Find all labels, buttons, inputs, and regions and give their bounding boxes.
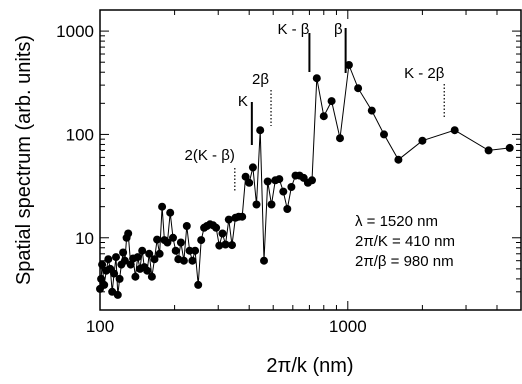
data-point bbox=[224, 215, 233, 224]
data-point bbox=[283, 205, 292, 213]
data-point bbox=[119, 248, 128, 257]
data-point bbox=[158, 202, 167, 211]
data-point bbox=[450, 126, 459, 135]
data-point bbox=[153, 235, 162, 244]
data-point bbox=[367, 106, 376, 115]
data-point bbox=[238, 212, 247, 221]
data-point bbox=[197, 236, 206, 245]
data-point bbox=[228, 241, 236, 250]
x-axis-ticks bbox=[99, 10, 522, 310]
data-point bbox=[252, 200, 261, 209]
data-point bbox=[319, 112, 328, 121]
parameter-line: 2π/K = 410 nm bbox=[355, 233, 455, 250]
data-point bbox=[245, 178, 254, 187]
x-tick-label: 100 bbox=[86, 317, 114, 336]
data-point bbox=[263, 177, 272, 186]
data-point bbox=[143, 266, 152, 275]
parameter-line: 2π/β = 980 nm bbox=[355, 253, 454, 270]
data-point bbox=[115, 274, 124, 283]
y-tick-label: 1000 bbox=[56, 22, 94, 41]
data-point bbox=[215, 241, 224, 250]
data-point bbox=[241, 172, 250, 181]
plot-frame bbox=[99, 9, 522, 311]
data-point bbox=[336, 134, 344, 143]
data-point bbox=[218, 229, 227, 238]
data-point bbox=[260, 256, 268, 265]
data-point bbox=[163, 238, 172, 247]
peak-annotations: 2(K - β) K2β K - β β K - 2β bbox=[185, 21, 445, 192]
data-point bbox=[166, 208, 175, 217]
data-point bbox=[312, 74, 321, 83]
data-point bbox=[191, 246, 200, 255]
data-point bbox=[150, 255, 159, 264]
data-point bbox=[256, 126, 265, 135]
parameter-box: λ = 1520 nm 2π/K = 410 nm 2π/β = 980 nm bbox=[355, 213, 455, 270]
data-point bbox=[194, 280, 203, 289]
y-axis-title: Spatial spectrum (arb. units) bbox=[13, 35, 35, 285]
data-points bbox=[96, 61, 514, 299]
data-point bbox=[126, 260, 135, 269]
data-point bbox=[188, 256, 197, 265]
data-point bbox=[98, 260, 107, 269]
data-point bbox=[344, 61, 353, 69]
data-point bbox=[275, 175, 284, 184]
y-tick-labels: 10 100 1000 bbox=[56, 22, 94, 248]
data-point bbox=[112, 253, 120, 262]
annotation-label: 2(K - β) bbox=[185, 147, 235, 164]
annotation-label: K - β bbox=[277, 21, 309, 38]
data-point bbox=[248, 163, 257, 172]
data-point bbox=[120, 256, 129, 265]
data-point bbox=[100, 280, 109, 289]
data-point bbox=[380, 130, 388, 139]
data-point bbox=[133, 253, 142, 262]
data-point bbox=[394, 155, 403, 164]
annotation-label: β bbox=[334, 21, 343, 38]
data-point bbox=[418, 136, 427, 145]
data-point bbox=[110, 269, 119, 278]
data-point bbox=[176, 238, 185, 247]
annotation-label: K bbox=[238, 93, 248, 110]
data-point bbox=[104, 255, 113, 264]
x-axis-title: 2π/k (nm) bbox=[266, 355, 353, 377]
data-point bbox=[267, 200, 276, 209]
data-point bbox=[97, 274, 106, 283]
data-point bbox=[179, 256, 188, 265]
data-point bbox=[484, 146, 493, 155]
annotation-label: 2β bbox=[252, 71, 269, 88]
data-point bbox=[221, 240, 230, 249]
data-point bbox=[155, 249, 164, 258]
data-point bbox=[138, 246, 147, 255]
data-point bbox=[354, 84, 363, 93]
y-tick-label: 100 bbox=[66, 125, 94, 144]
data-point bbox=[145, 249, 154, 258]
x-tick-label: 1000 bbox=[329, 317, 367, 336]
data-point bbox=[169, 233, 177, 242]
data-point bbox=[113, 290, 122, 299]
y-tick-label: 10 bbox=[75, 229, 94, 248]
data-point bbox=[124, 229, 133, 238]
annotation-label: K - 2β bbox=[404, 65, 445, 82]
data-point bbox=[287, 183, 296, 191]
data-point bbox=[279, 187, 288, 196]
data-point bbox=[147, 272, 156, 281]
data-point bbox=[182, 222, 191, 230]
data-point bbox=[308, 176, 316, 185]
data-point bbox=[131, 272, 140, 281]
data-point bbox=[185, 246, 194, 255]
y-axis-ticks bbox=[100, 30, 521, 311]
data-point bbox=[327, 97, 336, 106]
data-point bbox=[212, 223, 221, 232]
data-point bbox=[171, 246, 180, 255]
data-point bbox=[505, 143, 514, 152]
parameter-line: λ = 1520 nm bbox=[355, 213, 438, 230]
x-tick-labels: 100 1000 bbox=[86, 317, 367, 336]
